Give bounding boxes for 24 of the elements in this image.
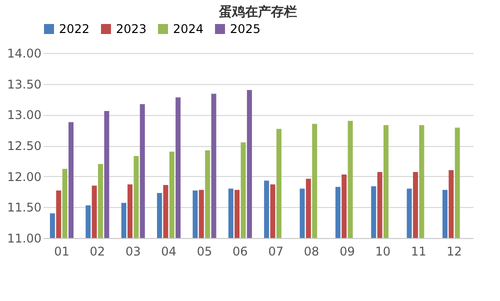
x-tick-label: 10	[375, 244, 391, 258]
y-tick-label: 11.00	[7, 232, 42, 246]
x-tick-label: 06	[232, 244, 248, 258]
x-tick-label: 11	[410, 244, 426, 258]
legend-label: 2025	[230, 22, 261, 36]
x-tick-label: 01	[54, 244, 70, 258]
legend-label: 2024	[173, 22, 204, 36]
y-tick-label: 11.50	[7, 200, 42, 215]
chart-title: 蛋鸡在产存栏	[218, 4, 297, 20]
x-tick-label: 03	[125, 244, 141, 258]
x-tick-label: 05	[196, 244, 212, 258]
y-tick-label: 13.00	[7, 108, 42, 122]
legend-label: 2023	[116, 22, 147, 36]
x-tick-label: 09	[340, 244, 355, 258]
x-tick-label: 04	[161, 244, 176, 258]
x-tick-label: 02	[90, 244, 106, 258]
x-tick-label: 07	[268, 244, 284, 258]
y-tick-label: 13.50	[7, 77, 42, 92]
x-tick-label: 08	[304, 244, 320, 258]
legend-label: 2022	[59, 22, 90, 36]
x-tick-label: 12	[446, 244, 462, 258]
y-tick-label: 12.50	[7, 139, 42, 153]
y-tick-label: 12.00	[7, 170, 42, 184]
y-tick-label: 14.00	[7, 46, 42, 60]
